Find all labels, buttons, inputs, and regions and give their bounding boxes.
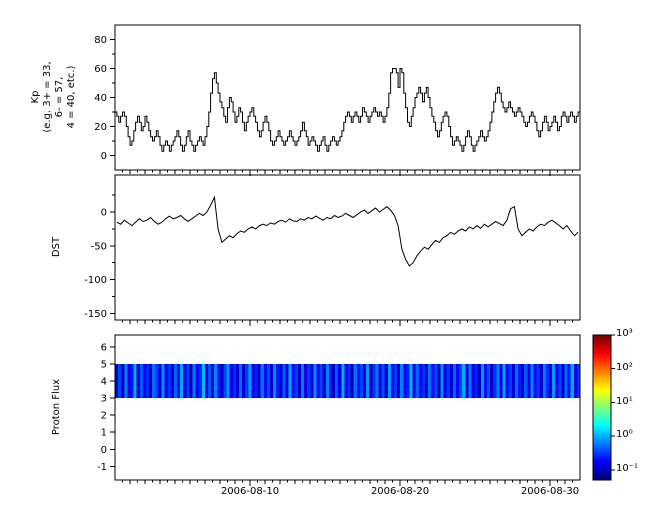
svg-text:40: 40	[94, 93, 107, 104]
svg-text:20: 20	[94, 122, 107, 133]
colorbar-tick-label-5: 10⁻¹	[616, 463, 639, 474]
x-tick-label-2: 2006-08-20	[370, 486, 430, 497]
svg-text:3: 3	[101, 394, 107, 405]
kp-axis-label-line4: 4 = 40, etc.)	[66, 65, 77, 129]
colorbar-tick-label-1: 10³	[616, 328, 633, 339]
svg-text:0: 0	[101, 445, 107, 456]
svg-text:1: 1	[101, 428, 107, 439]
dst-panel: 0 -50 -100 -150	[84, 174, 581, 326]
kp-axis-label-line1: Kp	[30, 90, 41, 104]
svg-text:-1: -1	[97, 462, 107, 473]
colorbar-tick-label-4: 10⁰	[616, 429, 633, 440]
svg-text:0: 0	[101, 208, 107, 219]
dst-axis-label: DST	[51, 236, 62, 258]
kp-axis-label: Kp (e.g. 3+ = 33, 6- = 57, 4 = 40, etc.)	[30, 22, 78, 172]
svg-text:-50: -50	[91, 241, 107, 252]
svg-text:6: 6	[101, 342, 107, 353]
kp-axis-label-line3: 6- = 57,	[54, 76, 65, 118]
colorbar	[592, 334, 615, 481]
x-tick-label-1: 2006-08-10	[220, 486, 280, 497]
svg-text:80: 80	[94, 35, 107, 46]
svg-text:0: 0	[101, 151, 107, 162]
svg-text:5: 5	[101, 360, 107, 371]
kp-panel: 0 20 40 60 80	[94, 24, 581, 176]
svg-text:2: 2	[101, 411, 107, 422]
x-tick-label-3: 2006-08-30	[520, 486, 580, 497]
colorbar-tick-label-2: 10²	[616, 362, 633, 373]
svg-text:60: 60	[94, 64, 107, 75]
proton-flux-panel: -1 0 1 2 3 4 5 6	[97, 334, 581, 486]
kp-axis-label-line2: (e.g. 3+ = 33,	[42, 61, 53, 133]
svg-text:-100: -100	[84, 275, 107, 286]
svg-text:4: 4	[101, 377, 107, 388]
proton-flux-axis-label: Proton Flux	[51, 378, 62, 436]
svg-text:-150: -150	[84, 309, 107, 320]
colorbar-tick-label-3: 10¹	[616, 396, 633, 407]
